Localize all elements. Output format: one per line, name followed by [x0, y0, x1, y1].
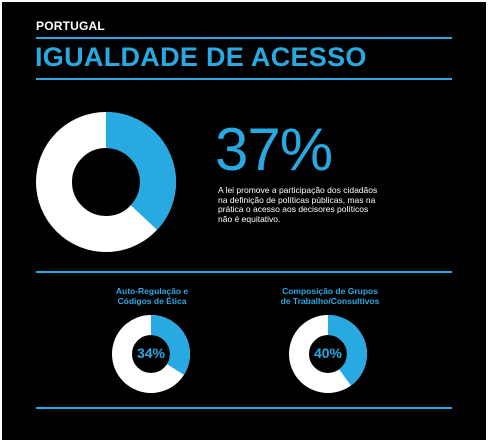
title-rule: [36, 78, 452, 80]
working-groups-donut-chart: [289, 315, 367, 393]
main-percentage: 37%: [215, 116, 333, 183]
top-rule: [36, 37, 452, 39]
sub-title-line: Códigos de Ética: [117, 295, 187, 306]
self-regulation-percentage: 34%: [136, 345, 166, 361]
description-line: A lei promove a participação dos cidadão…: [218, 185, 378, 195]
sub-title-line: Composição de Grupos: [282, 286, 378, 296]
description-line: na definição de políticas públicas, mas …: [218, 194, 376, 205]
self-regulation-donut-segment: [150, 315, 190, 375]
country-label: PORTUGAL: [36, 19, 105, 33]
main-donut-chart: [36, 112, 176, 252]
page-title: IGUALDADE DE ACESSO: [35, 42, 367, 72]
working-groups-percentage: 40%: [313, 345, 343, 361]
sub-stat-title-self-regulation: Auto-Regulação e Códigos de Ética: [77, 286, 227, 306]
working-groups-donut-segment: [327, 315, 367, 386]
sub-title-line: de Trabalho/Consultivos: [280, 295, 380, 306]
middle-rule: [36, 271, 452, 273]
main-description: A lei promove a participação dos cidadão…: [218, 185, 418, 224]
sub-title-line: Auto-Regulação e: [115, 286, 189, 296]
bottom-rule: [36, 407, 452, 409]
self-regulation-donut-chart: [112, 315, 190, 393]
main-donut-segment: [105, 112, 176, 230]
description-line: prática o acesso aos decisores políticos: [218, 204, 369, 214]
description-line: não é equitativo.: [218, 213, 281, 224]
sub-stat-title-working-groups: Composição de Grupos de Trabalho/Consult…: [255, 286, 405, 306]
